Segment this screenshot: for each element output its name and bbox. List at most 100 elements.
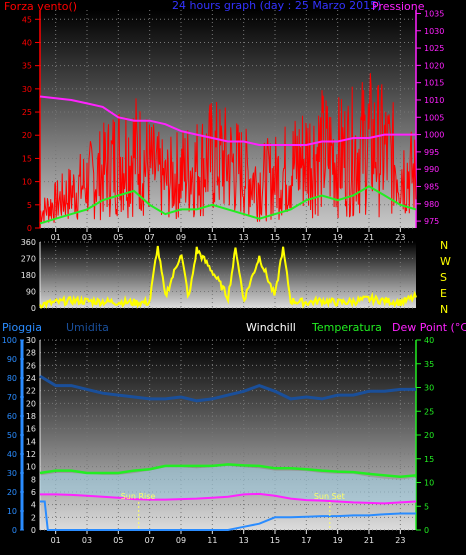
temp-x-tick-label: 23 [395,536,405,545]
pressure-y-tick-label: 1015 [424,79,444,88]
temperature-y-tick-label: 0 [424,526,429,535]
wind-x-tick-label: 17 [301,233,311,242]
rain-y-tick-label: 30 [7,469,17,478]
humidity-y-tick-label: 4 [31,501,36,510]
humidity-y-tick-label: 20 [26,399,36,408]
pressure-y-tick-label: 995 [424,148,439,157]
compass-label: N [440,239,448,252]
chart-title: 24 hours graph (day : 25 Marzo 2015) [172,0,381,12]
humidity-y-tick-label: 18 [26,412,36,421]
pressure-y-tick-label: 1010 [424,96,444,105]
rain-y-tick-label: 20 [7,488,17,497]
wind-y-tick-label: 0 [27,224,32,233]
wind-y-ticks: 0 5 10 15 20 25 30 35 40 45 [22,15,32,233]
temp-x-tick-label: 17 [301,536,311,545]
wind-y-tick-label: 35 [22,62,32,71]
humidity-y-tick-label: 2 [31,513,36,522]
temp-x-tick-label: 01 [51,536,61,545]
windchill-area [40,465,416,504]
pressure-line [39,95,416,146]
temp-x-tick-label: 09 [176,536,186,545]
temperature-y-tick-label: 25 [424,407,434,416]
temperature-y-ticks: 0 5 10 15 20 25 30 35 40 [424,336,434,535]
rain-y-tick-label: 50 [7,431,17,440]
direction-y-tick-label: 180 [21,271,36,280]
wind-speed-line [39,73,417,224]
rain-y-tick-label: 40 [7,450,17,459]
pressure-y-tick-label: 980 [424,200,439,209]
temperature-y-tick-label: 40 [424,336,434,345]
wind-x-tick-label: 07 [145,233,155,242]
direction-y-tick-label: 270 [21,255,36,264]
wind-x-tick-label: 09 [176,233,186,242]
temp-x-tick-label: 11 [207,536,217,545]
pressure-y-tick-label: 1030 [424,27,444,36]
rain-y-tick-label: 90 [7,355,17,364]
wind-y-tick-label: 45 [22,15,32,24]
rain-y-tick-label: 100 [2,336,17,345]
wind-grid [35,10,421,232]
wind-y-tick-label: 10 [22,178,32,187]
rain-line [40,500,416,531]
direction-y-ticks: 0 90 180 270 360 [21,238,36,313]
wind-x-tick-label: 05 [113,233,123,242]
temp-x-tick-label: 13 [239,536,249,545]
compass-label: N [440,303,448,316]
wind-x-tick-label: 19 [333,233,343,242]
temperature-y-tick-label: 30 [424,384,434,393]
gust-average-line [39,185,417,225]
temperature-y-tick-label: 20 [424,431,434,440]
wind-y-tick-label: 15 [22,154,32,163]
wind-axis-label: Forza vento() [4,0,77,13]
humidity-y-tick-label: 10 [26,463,36,472]
wind-y-tick-label: 5 [27,201,32,210]
rain-y-tick-label: 0 [12,526,17,535]
wind-x-tick-label: 15 [270,233,280,242]
temp-x-tick-label: 21 [364,536,374,545]
temp-x-tick-label: 15 [270,536,280,545]
pressure-y-tick-label: 1005 [424,113,444,122]
temperature-line [39,463,417,479]
pressure-y-tick-label: 975 [424,217,439,226]
humidity-y-tick-label: 28 [26,349,36,358]
rain-y-tick-label: 10 [7,507,17,516]
pressure-y-tick-label: 1035 [424,9,444,18]
humidity-temperature-panel: Sun Rise Sun Set 0102030405060708090100 … [2,321,466,545]
pressure-y-tick-label: 990 [424,165,439,174]
wind-series [39,73,417,224]
compass-label: E [440,287,447,300]
temp-x-tick-label: 05 [113,536,123,545]
temp-x-tick-label: 19 [333,536,343,545]
dewpoint-label: Dew Point (°C) [392,321,466,334]
wind-x-tick-label: 11 [207,233,217,242]
temp-x-tick-label: 03 [82,536,92,545]
pressure-y-ticks: 975 980 985 990 995 1000 1005 1010 1015 1020 1025 1… [424,9,444,226]
wind-x-tick-label: 21 [364,233,374,242]
humidity-line [39,374,416,403]
wind-x-tick-label: 01 [51,233,61,242]
humidity-label: Umidita [66,321,109,334]
pressure-y-tick-label: 1025 [424,44,444,53]
wind-y-tick-label: 30 [22,85,32,94]
wind-direction-line [39,245,417,309]
compass-label: S [440,271,447,284]
temperature-y-tick-label: 15 [424,455,434,464]
humidity-y-tick-label: 16 [26,425,36,434]
wind-x-tick-label: 23 [395,233,405,242]
humidity-y-tick-label: 26 [26,361,36,370]
humidity-y-tick-label: 0 [31,526,36,535]
rain-y-tick-label: 60 [7,412,17,421]
temp-x-tick-label: 07 [145,536,155,545]
rain-y-tick-label: 70 [7,393,17,402]
dewpoint-line [40,492,417,505]
sunrise-label: Sun Rise [121,492,156,501]
rain-label: Pioggia [2,321,42,334]
sunset-label: Sun Set [314,492,345,501]
wind-x-ticks: 01 03 05 07 09 11 13 15 17 19 21 23 [51,233,406,242]
temperature-y-tick-label: 5 [424,502,429,511]
